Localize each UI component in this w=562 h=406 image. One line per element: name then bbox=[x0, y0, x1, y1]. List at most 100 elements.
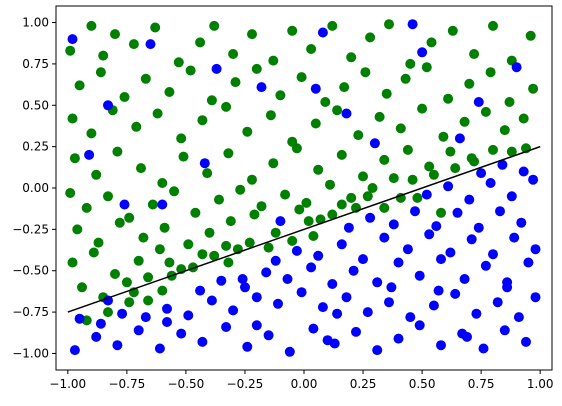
scatter-point bbox=[353, 130, 364, 141]
scatter-point bbox=[407, 174, 418, 185]
scatter-point bbox=[417, 103, 428, 114]
scatter-point bbox=[476, 168, 487, 179]
y-tick-label: 0.00 bbox=[22, 181, 49, 195]
scatter-point bbox=[374, 111, 385, 122]
scatter-point bbox=[154, 244, 165, 255]
scatter-point bbox=[150, 22, 161, 33]
scatter-point bbox=[211, 63, 222, 74]
scatter-point bbox=[270, 255, 281, 266]
scatter-point bbox=[405, 312, 416, 323]
scatter-point bbox=[346, 192, 357, 203]
scatter-point bbox=[450, 163, 461, 174]
scatter-point bbox=[214, 194, 224, 205]
scatter-point bbox=[195, 37, 206, 48]
scatter-point bbox=[336, 149, 347, 160]
scatter-point bbox=[317, 302, 328, 313]
scatter-point bbox=[367, 183, 378, 193]
scatter-point bbox=[247, 174, 257, 185]
scatter-point bbox=[530, 244, 541, 255]
scatter-point bbox=[81, 202, 92, 213]
scatter-point bbox=[332, 308, 343, 319]
scatter-point bbox=[176, 328, 187, 339]
scatter-point bbox=[405, 58, 416, 69]
scatter-point bbox=[268, 158, 279, 169]
scatter-point bbox=[506, 191, 517, 202]
scatter-point bbox=[417, 47, 428, 58]
scatter-point bbox=[386, 282, 397, 293]
scatter-point bbox=[459, 274, 470, 284]
scatter-point bbox=[244, 237, 255, 248]
scatter-point bbox=[261, 267, 272, 278]
scatter-point bbox=[452, 207, 463, 218]
x-tick-label: −0.25 bbox=[227, 377, 264, 391]
scatter-point bbox=[332, 105, 343, 116]
scatter-point bbox=[197, 249, 208, 260]
x-tick-label: 0.75 bbox=[468, 377, 495, 391]
scatter-point bbox=[506, 146, 517, 157]
scatter-point bbox=[414, 320, 425, 331]
scatter-point bbox=[504, 97, 515, 107]
scatter-point bbox=[502, 282, 513, 293]
scatter-point bbox=[77, 282, 87, 293]
scatter-point bbox=[143, 272, 154, 283]
scatter-point bbox=[327, 20, 338, 31]
scatter-point bbox=[445, 146, 456, 157]
scatter-point bbox=[164, 257, 175, 268]
scatter-point bbox=[223, 257, 234, 268]
scatter-point bbox=[379, 154, 390, 165]
scatter-point bbox=[395, 192, 406, 203]
scatter-point bbox=[478, 343, 489, 354]
scatter-point bbox=[263, 242, 274, 253]
scatter-point bbox=[206, 95, 217, 106]
scatter-point bbox=[310, 118, 321, 129]
scatter-point bbox=[183, 310, 194, 321]
scatter-point bbox=[485, 178, 496, 188]
scatter-point bbox=[402, 144, 413, 155]
scatter-point bbox=[499, 125, 510, 136]
y-tick-label: −0.25 bbox=[12, 222, 49, 236]
scatter-point bbox=[407, 19, 418, 30]
x-tick-label: 1.00 bbox=[527, 377, 554, 391]
scatter-point bbox=[325, 179, 335, 190]
scatter-point bbox=[351, 326, 361, 337]
decision-line bbox=[67, 145, 541, 313]
scatter-point bbox=[131, 121, 142, 132]
scatter-point bbox=[197, 115, 208, 126]
scatter-point bbox=[251, 320, 262, 331]
scatter-point bbox=[492, 297, 503, 308]
scatter-point bbox=[384, 19, 394, 30]
scatter-point bbox=[528, 174, 539, 185]
scatter-point bbox=[443, 93, 454, 104]
scatter-point bbox=[428, 169, 439, 180]
scatter-point bbox=[112, 146, 123, 157]
scatter-point bbox=[162, 317, 172, 327]
scatter-point bbox=[473, 97, 484, 107]
scatter-point bbox=[436, 340, 446, 351]
y-tick-label: −0.75 bbox=[12, 305, 49, 319]
scatter-point bbox=[69, 345, 80, 356]
scatter-point bbox=[265, 110, 276, 121]
scatter-point bbox=[384, 297, 394, 308]
scatter-point bbox=[178, 151, 189, 162]
scatter-point bbox=[445, 247, 456, 258]
scatter-point bbox=[93, 237, 104, 248]
scatter-point bbox=[72, 224, 83, 235]
scatter-point bbox=[450, 288, 461, 299]
scatter-point bbox=[436, 254, 446, 265]
scatter-point bbox=[86, 128, 97, 139]
scatter-point bbox=[247, 29, 257, 40]
scatter-point bbox=[438, 131, 449, 142]
scatter-point bbox=[400, 73, 411, 84]
scatter-point bbox=[95, 67, 106, 78]
x-tick-label: −0.75 bbox=[108, 377, 145, 391]
scatter-point bbox=[315, 214, 326, 225]
scatter-point bbox=[358, 254, 368, 265]
scatter-point bbox=[369, 138, 380, 149]
scatter-point bbox=[395, 123, 406, 134]
scatter-point bbox=[209, 250, 220, 261]
scatter-point bbox=[206, 295, 217, 306]
scatter-point bbox=[202, 168, 213, 179]
scatter-point bbox=[388, 173, 399, 184]
scatter-point bbox=[443, 181, 454, 192]
